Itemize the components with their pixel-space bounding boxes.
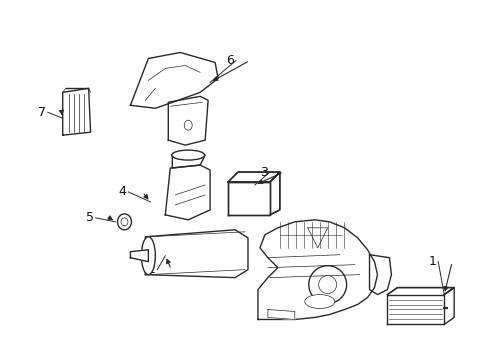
Ellipse shape	[184, 120, 192, 130]
Polygon shape	[168, 96, 208, 145]
Polygon shape	[145, 230, 247, 278]
Ellipse shape	[121, 218, 128, 226]
Polygon shape	[172, 155, 205, 168]
Text: 4: 4	[118, 185, 126, 198]
Ellipse shape	[141, 237, 155, 275]
Polygon shape	[369, 255, 390, 294]
Text: 3: 3	[260, 166, 267, 179]
Text: 2: 2	[147, 263, 155, 276]
Text: 1: 1	[427, 255, 435, 268]
Ellipse shape	[318, 276, 336, 293]
Text: 6: 6	[226, 54, 234, 67]
Polygon shape	[269, 172, 279, 215]
Polygon shape	[227, 182, 269, 215]
Polygon shape	[227, 172, 279, 182]
Polygon shape	[386, 294, 443, 324]
Text: 7: 7	[38, 106, 46, 119]
Polygon shape	[130, 250, 148, 262]
Polygon shape	[165, 165, 210, 220]
Text: 5: 5	[85, 211, 93, 224]
Polygon shape	[130, 53, 218, 108]
Polygon shape	[386, 288, 453, 294]
Ellipse shape	[171, 150, 204, 160]
Polygon shape	[258, 220, 377, 319]
Ellipse shape	[304, 294, 334, 309]
Polygon shape	[267, 310, 294, 319]
Polygon shape	[62, 88, 90, 135]
Ellipse shape	[117, 214, 131, 230]
Ellipse shape	[308, 266, 346, 303]
